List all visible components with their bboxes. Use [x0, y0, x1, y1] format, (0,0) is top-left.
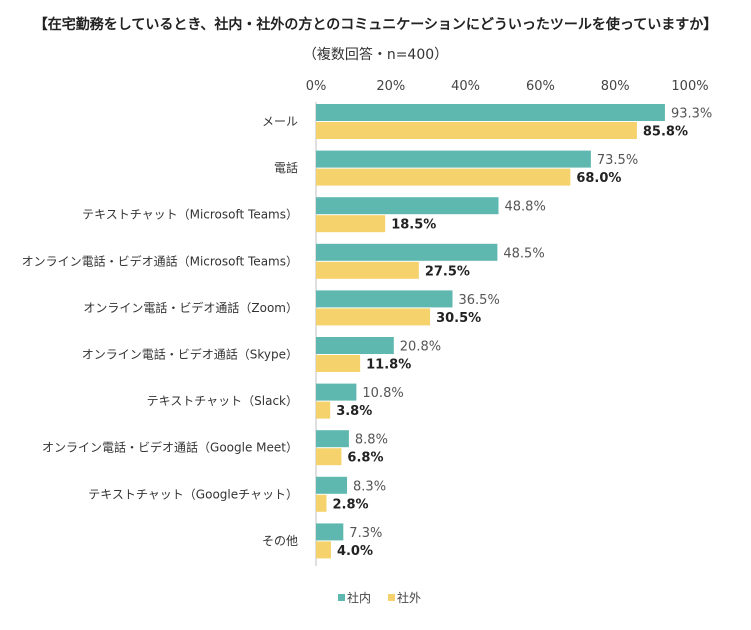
category-label: テキストチャット（Googleチャット） [88, 487, 298, 501]
bar-internal [316, 150, 591, 168]
category-label: メール [262, 115, 298, 129]
bar-external [316, 122, 637, 139]
chart-title: 【在宅勤務をしているとき、社内・社外の方とのコミュニケーションにどういったツール… [33, 17, 718, 33]
data-label: 8.8% [355, 433, 388, 448]
bar-internal [316, 430, 349, 448]
x-tick-label: 0% [306, 79, 327, 94]
data-label: 93.3% [671, 107, 712, 122]
data-label: 8.3% [353, 479, 386, 494]
bar-external [316, 448, 342, 466]
data-label: 68.0% [576, 171, 621, 186]
data-label: 11.8% [366, 358, 411, 373]
category-label: オンライン電話・ビデオ通話（Skype） [82, 347, 298, 362]
legend-label-internal: 社内 [347, 590, 371, 605]
data-label: 6.8% [347, 451, 383, 466]
data-label: 20.8% [400, 340, 441, 355]
category-label: オンライン電話・ビデオ通話（Google Meet） [42, 440, 298, 455]
x-tick-label: 20% [376, 79, 405, 94]
data-label: 48.8% [505, 200, 546, 215]
bar-external [316, 261, 419, 279]
data-label: 73.5% [597, 153, 638, 168]
chart-subtitle: （複数回答・n=400） [302, 47, 449, 63]
data-label: 10.8% [362, 386, 403, 401]
legend-swatch-external [388, 594, 395, 601]
bar-internal [316, 290, 453, 308]
legend-label-external: 社外 [397, 590, 421, 605]
bar-external [316, 168, 571, 186]
bar-external [316, 308, 431, 326]
data-label: 48.5% [503, 246, 544, 261]
legend-swatch-internal [338, 594, 345, 601]
x-tick-label: 80% [601, 79, 630, 94]
bar-internal [316, 523, 344, 541]
data-label: 85.8% [643, 125, 688, 140]
bar-external [316, 541, 331, 559]
x-tick-label: 40% [451, 79, 480, 94]
category-label: 電話 [274, 160, 298, 175]
bar-internal [316, 476, 348, 494]
bar-external [316, 401, 331, 419]
data-label: 7.3% [349, 526, 382, 541]
bar-external [316, 215, 386, 233]
category-label: テキストチャット（Slack） [147, 394, 298, 408]
data-label: 30.5% [436, 311, 481, 326]
bar-external [316, 494, 327, 512]
bar-internal [316, 243, 498, 261]
data-label: 18.5% [391, 218, 436, 233]
category-label: その他 [262, 534, 298, 548]
data-label: 4.0% [337, 544, 373, 559]
data-label: 36.5% [459, 293, 500, 308]
bar-internal [316, 197, 499, 215]
bar-internal [316, 104, 665, 121]
bar-external [316, 355, 361, 372]
data-label: 3.8% [336, 404, 372, 419]
bar-internal [316, 383, 357, 401]
bar-internal [316, 337, 394, 354]
category-label: オンライン電話・ビデオ通話（Zoom） [83, 300, 298, 315]
data-label: 2.8% [332, 497, 368, 512]
category-label: テキストチャット（Microsoft Teams） [82, 208, 298, 222]
data-label: 27.5% [425, 264, 470, 279]
x-tick-label: 100% [671, 79, 708, 94]
x-tick-label: 60% [526, 79, 555, 94]
category-label: オンライン電話・ビデオ通話（Microsoft Teams） [22, 253, 298, 268]
